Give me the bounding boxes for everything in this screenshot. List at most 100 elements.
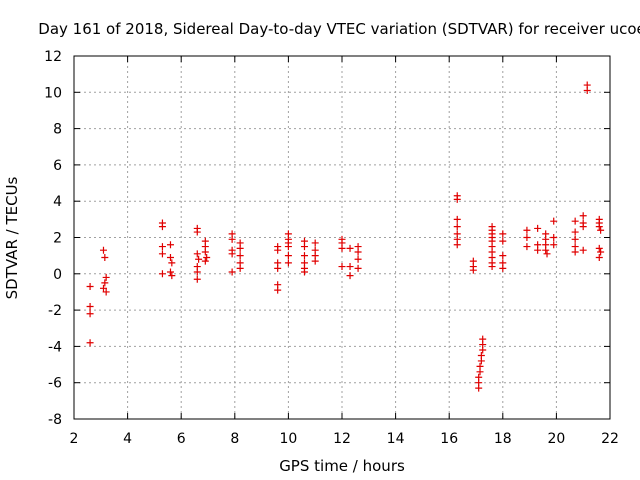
data-point-plus (346, 272, 354, 280)
data-point-plus (338, 244, 346, 252)
data-point-plus (550, 234, 558, 241)
data-point-plus (236, 264, 244, 272)
data-point-plus (597, 248, 605, 256)
y-tick-label: 6 (53, 158, 62, 174)
x-tick-label: 4 (123, 431, 132, 447)
x-tick-label: 2 (70, 431, 79, 447)
data-point-plus (354, 248, 362, 256)
data-point-plus (469, 266, 477, 274)
data-point-plus (300, 252, 308, 260)
data-point-plus (453, 195, 461, 203)
data-point-plus (597, 226, 605, 234)
y-tick-label: 12 (44, 49, 62, 65)
data-point-plus (228, 268, 236, 276)
data-point-plus (523, 243, 531, 251)
data-point-plus (346, 244, 354, 252)
data-point-plus (99, 246, 107, 254)
data-point-plus (86, 283, 94, 291)
data-point-plus (499, 237, 507, 245)
y-tick-label: -2 (48, 303, 62, 319)
y-tick-label: -4 (48, 339, 62, 355)
data-point-plus (453, 215, 461, 223)
x-tick-label: 6 (177, 431, 186, 447)
data-point-plus (300, 243, 308, 251)
data-point-plus (203, 253, 211, 261)
data-point-plus (86, 339, 94, 347)
x-tick-label: 12 (333, 431, 351, 447)
x-axis-label: GPS time / hours (279, 457, 405, 475)
data-point-plus (550, 241, 558, 249)
x-tick-label: 14 (387, 431, 405, 447)
data-point-plus (193, 275, 201, 283)
data-point-plus (499, 230, 507, 238)
data-point-plus (550, 217, 558, 225)
data-points (86, 81, 605, 392)
data-point-plus (274, 286, 282, 294)
data-point-plus (595, 253, 603, 261)
data-point-plus (158, 243, 166, 251)
data-point-plus (571, 235, 579, 243)
data-point-plus (193, 268, 201, 276)
y-tick-label: -6 (48, 376, 62, 392)
data-point-plus (477, 357, 485, 365)
data-point-plus (338, 263, 346, 271)
data-point-plus (571, 217, 579, 225)
data-point-plus (102, 273, 110, 281)
data-point-plus (284, 252, 292, 260)
data-point-plus (543, 250, 551, 258)
data-point-plus (534, 246, 542, 254)
data-point-plus (284, 243, 292, 251)
data-point-plus (300, 268, 308, 276)
chart-title: Day 161 of 2018, Sidereal Day-to-day VTE… (38, 20, 640, 38)
data-point-plus (579, 212, 587, 220)
data-point-plus (499, 264, 507, 272)
data-point-plus (274, 246, 282, 254)
data-point-plus (193, 250, 201, 258)
data-point-plus (166, 253, 174, 261)
x-tick-label: 18 (494, 431, 512, 447)
data-point-plus (99, 284, 107, 292)
y-tick-label: -8 (48, 412, 62, 428)
data-point-plus (102, 288, 110, 296)
data-point-plus (579, 246, 587, 254)
data-point-plus (571, 248, 579, 256)
data-point-plus (583, 86, 591, 94)
y-tick-label: 2 (53, 231, 62, 247)
data-point-plus (166, 268, 174, 276)
y-axis-label: SDTVAR / TECUs (3, 176, 21, 299)
axis-ticks: 2 4 6 8 10 12 14 16 18 20 22 -8 -6 -4 -2 0 2 4 6 8 10 12 (44, 49, 619, 447)
data-point-plus (228, 250, 236, 258)
data-point-plus (228, 235, 236, 243)
data-point-plus (201, 248, 209, 256)
x-tick-label: 8 (230, 431, 239, 447)
x-tick-label: 16 (440, 431, 458, 447)
y-tick-label: 4 (53, 194, 62, 210)
data-point-plus (354, 255, 362, 263)
y-tick-label: 0 (53, 267, 62, 283)
data-point-plus (158, 250, 166, 258)
data-point-plus (274, 264, 282, 272)
data-point-plus (86, 310, 94, 318)
data-point-plus (201, 257, 209, 265)
data-point-plus (101, 253, 109, 261)
data-point-plus (453, 223, 461, 231)
grid-lines (74, 56, 610, 419)
x-tick-label: 20 (547, 431, 565, 447)
data-point-plus (236, 244, 244, 252)
data-point-plus (168, 259, 176, 267)
x-tick-label: 10 (279, 431, 297, 447)
y-tick-label: 8 (53, 122, 62, 138)
data-point-plus (311, 239, 319, 247)
x-tick-label: 22 (601, 431, 619, 447)
data-point-plus (542, 246, 550, 254)
data-point-plus (101, 279, 109, 287)
data-point-plus (86, 302, 94, 310)
data-point-plus (311, 257, 319, 265)
data-point-plus (158, 270, 166, 278)
data-point-plus (193, 228, 201, 236)
data-point-plus (523, 234, 531, 241)
y-tick-label: 10 (44, 85, 62, 101)
data-point-plus (523, 226, 531, 234)
